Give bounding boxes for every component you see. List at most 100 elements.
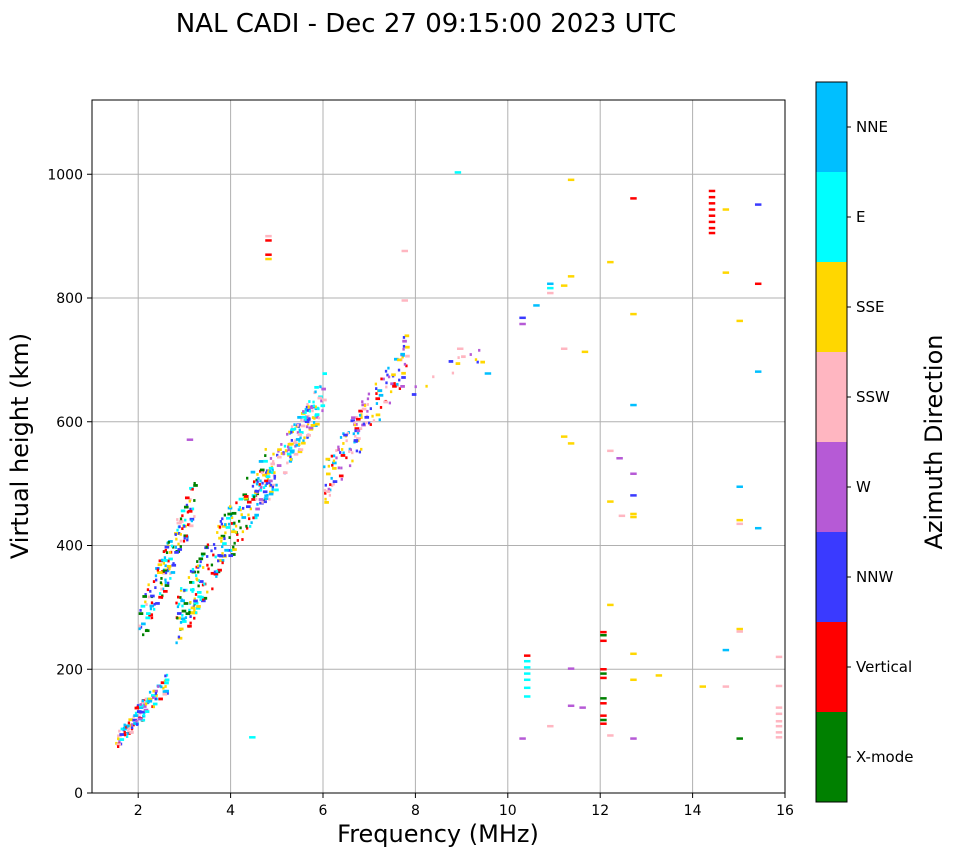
echo-vertical [236, 533, 239, 536]
echo-nnw [218, 554, 224, 558]
echo-e [201, 554, 204, 557]
x-tick-label: 10 [499, 803, 517, 819]
echo-nne [160, 558, 164, 562]
echo-sse [630, 678, 637, 682]
echo-sse [327, 464, 330, 468]
echo-ssw [346, 431, 350, 435]
echo-nnw [185, 503, 189, 507]
echo-vertical [162, 550, 166, 554]
echo-nnw [290, 438, 294, 442]
echo-w [135, 719, 138, 723]
echo-sse [240, 513, 243, 517]
echo-w [327, 487, 330, 491]
echo-x-mode [138, 612, 144, 616]
y-tick-label: 800 [56, 291, 83, 307]
echo-e [142, 713, 146, 717]
echo-vertical [148, 614, 151, 618]
echo-sse [307, 405, 310, 409]
echo-nne [174, 546, 178, 549]
echo-nne [179, 621, 183, 624]
y-tick-label: 0 [74, 786, 83, 802]
echo-nnw [174, 533, 177, 536]
echo-sse [736, 319, 743, 323]
echo-sse [152, 689, 155, 693]
echo-e [146, 612, 151, 615]
echo-sse [311, 416, 315, 419]
echo-nne [393, 357, 399, 361]
echo-sse [287, 442, 293, 446]
echo-sse [607, 603, 614, 607]
echo-vertical [163, 589, 168, 593]
echo-w [321, 387, 326, 391]
echo-w [414, 385, 417, 389]
echo-nne [221, 545, 224, 549]
echo-sse [474, 358, 478, 362]
echo-ssw [127, 729, 130, 732]
colorbar-tick-label: Vertical [856, 658, 912, 676]
echo-nne [387, 366, 390, 370]
echo-marks [115, 171, 783, 748]
echo-nne [342, 451, 345, 455]
echo-sse [168, 551, 172, 554]
echo-ssw [401, 299, 409, 302]
echo-e [197, 579, 200, 582]
echo-e [265, 475, 271, 479]
echo-ssw [116, 743, 122, 746]
echo-ssw [775, 712, 783, 716]
echo-ssw [265, 234, 272, 238]
echo-w [305, 425, 309, 429]
echo-nne [295, 438, 301, 441]
echo-ssw [260, 471, 264, 475]
echo-sse [168, 567, 171, 571]
echo-nne [352, 432, 355, 436]
echo-nne [149, 607, 153, 611]
echo-sse [256, 473, 259, 476]
echo-nnw [262, 490, 268, 494]
echo-vertical [245, 526, 249, 530]
echo-e [191, 590, 194, 593]
echo-w [139, 703, 142, 706]
echo-sse [179, 532, 182, 536]
echo-sse [391, 373, 396, 377]
echo-sse [332, 459, 336, 463]
echo-e [308, 409, 312, 413]
echo-nnw [246, 505, 251, 509]
echo-e [523, 686, 531, 690]
echo-sse [230, 516, 234, 519]
echo-nne [162, 690, 165, 694]
echo-ssw [270, 462, 276, 466]
echo-nnw [223, 554, 227, 557]
echo-ssw [129, 731, 134, 734]
echo-w [118, 739, 121, 743]
echo-sse [560, 435, 568, 438]
echo-vertical [358, 409, 363, 413]
echo-w [337, 445, 340, 449]
echo-sse [310, 424, 316, 427]
echo-e [196, 591, 202, 594]
echo-nnw [350, 419, 356, 423]
echo-w [340, 477, 343, 481]
echo-ssw [127, 727, 131, 731]
echo-nne [164, 564, 167, 568]
echo-x-mode [736, 737, 743, 740]
echo-nne [256, 502, 259, 506]
echo-ssw [547, 724, 554, 728]
echo-w [314, 415, 320, 419]
echo-x-mode [600, 672, 607, 675]
echo-sse [342, 442, 345, 445]
echo-x-mode [197, 584, 200, 588]
echo-sse [375, 413, 381, 417]
echo-nne [124, 727, 127, 731]
echo-e [193, 601, 199, 605]
echo-vertical [158, 697, 163, 701]
echo-nnw [219, 520, 222, 523]
echo-w [151, 696, 155, 699]
echo-x-mode [205, 545, 208, 549]
echo-sse [187, 576, 191, 579]
echo-nne [375, 402, 379, 405]
echo-e [314, 385, 319, 389]
echo-nnw [189, 615, 192, 618]
echo-e [152, 702, 158, 706]
echo-sse [164, 685, 167, 688]
echo-e [162, 558, 168, 562]
